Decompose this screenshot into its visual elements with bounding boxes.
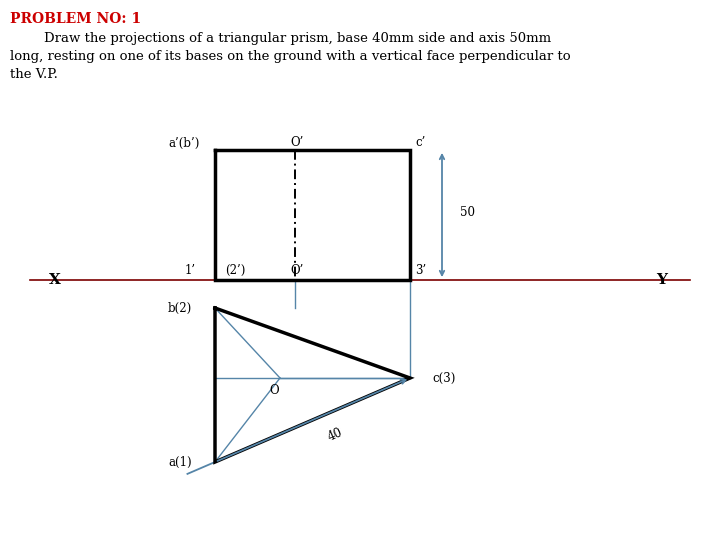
Text: c(3): c(3) (432, 372, 455, 384)
Text: 3’: 3’ (415, 264, 426, 276)
Text: a’(b’): a’(b’) (168, 137, 200, 150)
Text: PROBLEM NO: 1: PROBLEM NO: 1 (10, 12, 141, 26)
Text: O: O (269, 383, 279, 396)
Text: (2’): (2’) (225, 264, 246, 276)
Text: Y: Y (657, 273, 667, 287)
Text: a(1): a(1) (168, 456, 192, 469)
Text: the V.P.: the V.P. (10, 68, 58, 81)
Text: O’: O’ (290, 137, 304, 150)
Text: long, resting on one of its bases on the ground with a vertical face perpendicul: long, resting on one of its bases on the… (10, 50, 571, 63)
Text: Draw the projections of a triangular prism, base 40mm side and axis 50mm: Draw the projections of a triangular pri… (10, 32, 551, 45)
Text: O’: O’ (290, 264, 304, 276)
Text: 40: 40 (325, 426, 344, 444)
Text: 50: 50 (460, 206, 475, 219)
Text: c’: c’ (415, 137, 426, 150)
Text: 1’: 1’ (185, 264, 196, 276)
Text: b(2): b(2) (168, 301, 192, 314)
Text: X: X (49, 273, 61, 287)
